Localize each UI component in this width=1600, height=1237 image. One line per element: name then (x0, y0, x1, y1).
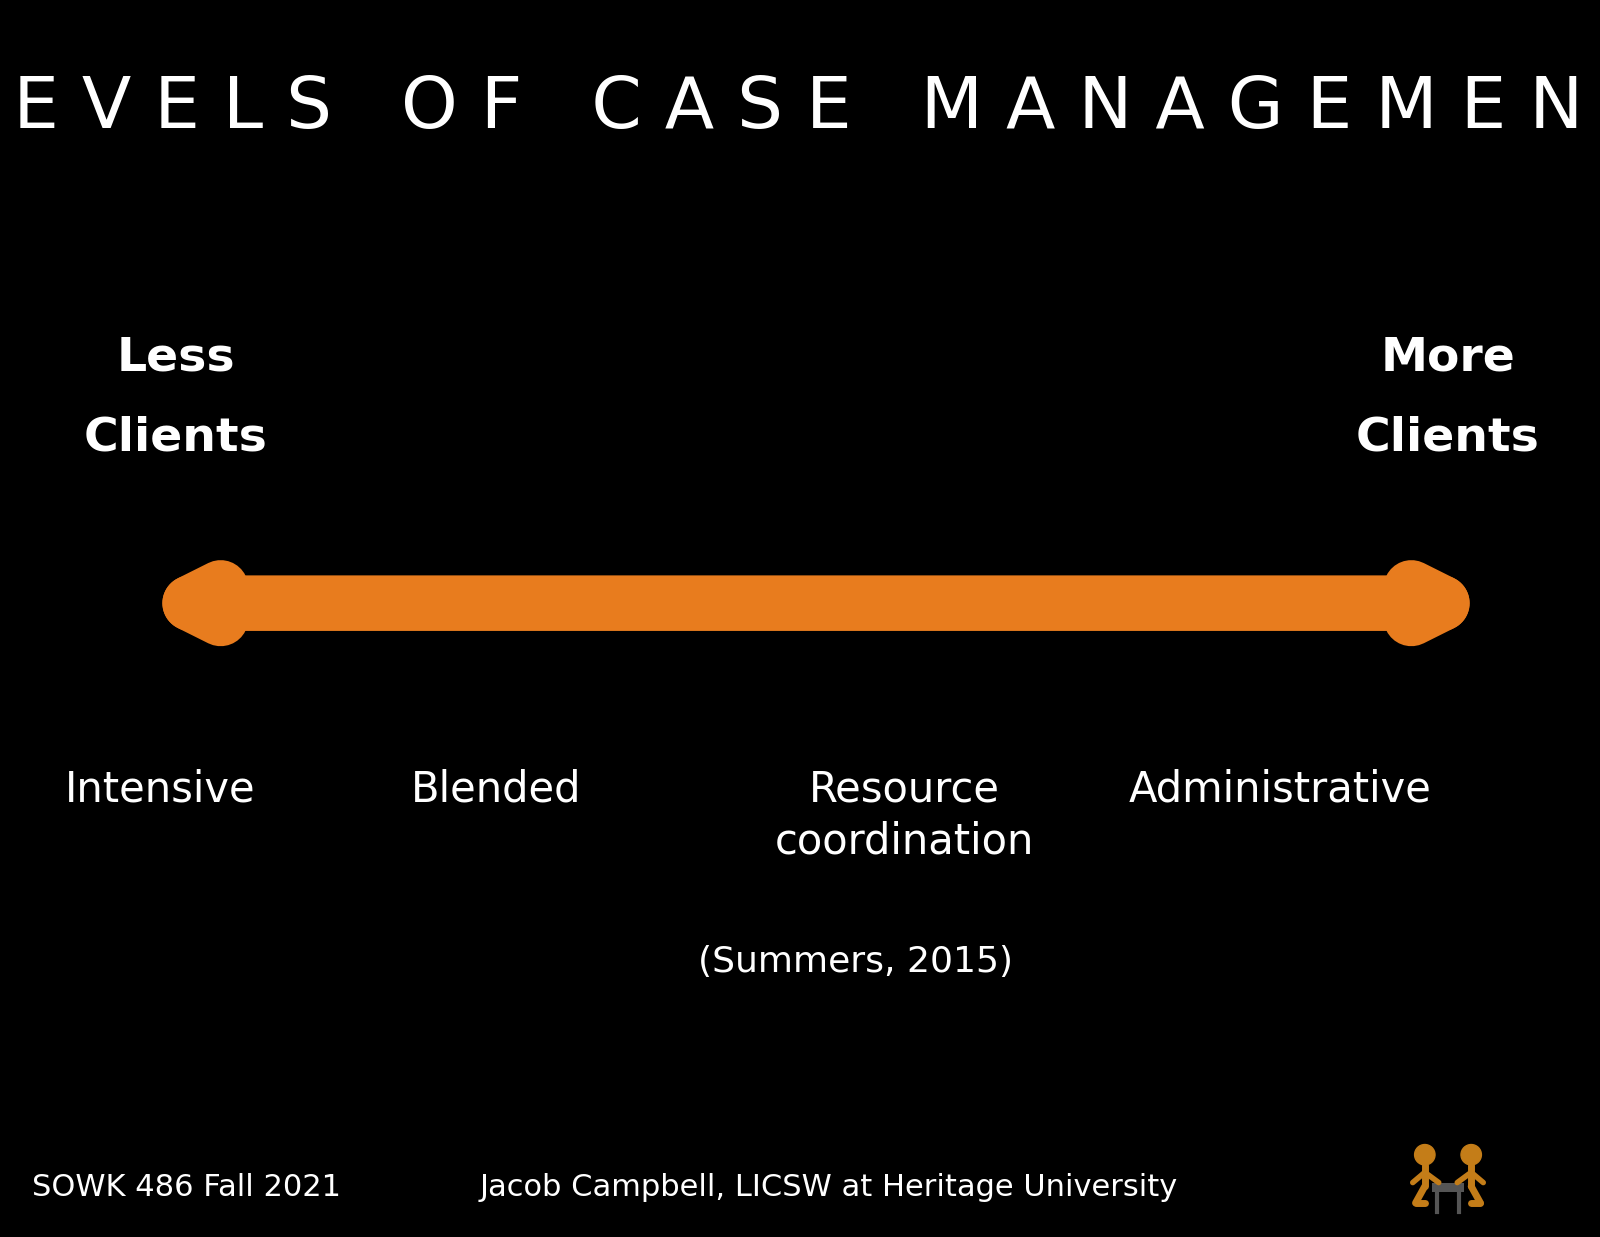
Text: Blended: Blended (411, 768, 581, 810)
FancyBboxPatch shape (1432, 1183, 1464, 1192)
Text: Less: Less (117, 336, 235, 381)
Text: L E V E L S   O F   C A S E   M A N A G E M E N T: L E V E L S O F C A S E M A N A G E M E … (0, 74, 1600, 142)
Text: Administrative: Administrative (1128, 768, 1432, 810)
Text: More: More (1381, 336, 1515, 381)
Text: SOWK 486 Fall 2021: SOWK 486 Fall 2021 (32, 1173, 341, 1202)
Circle shape (1414, 1144, 1435, 1165)
Text: Clients: Clients (85, 416, 267, 460)
Text: Resource
coordination: Resource coordination (774, 768, 1034, 862)
Text: Intensive: Intensive (64, 768, 256, 810)
Circle shape (1461, 1144, 1482, 1165)
Text: Clients: Clients (1357, 416, 1539, 460)
Text: Jacob Campbell, LICSW at Heritage University: Jacob Campbell, LICSW at Heritage Univer… (480, 1173, 1178, 1202)
Text: (Summers, 2015): (Summers, 2015) (699, 945, 1013, 978)
